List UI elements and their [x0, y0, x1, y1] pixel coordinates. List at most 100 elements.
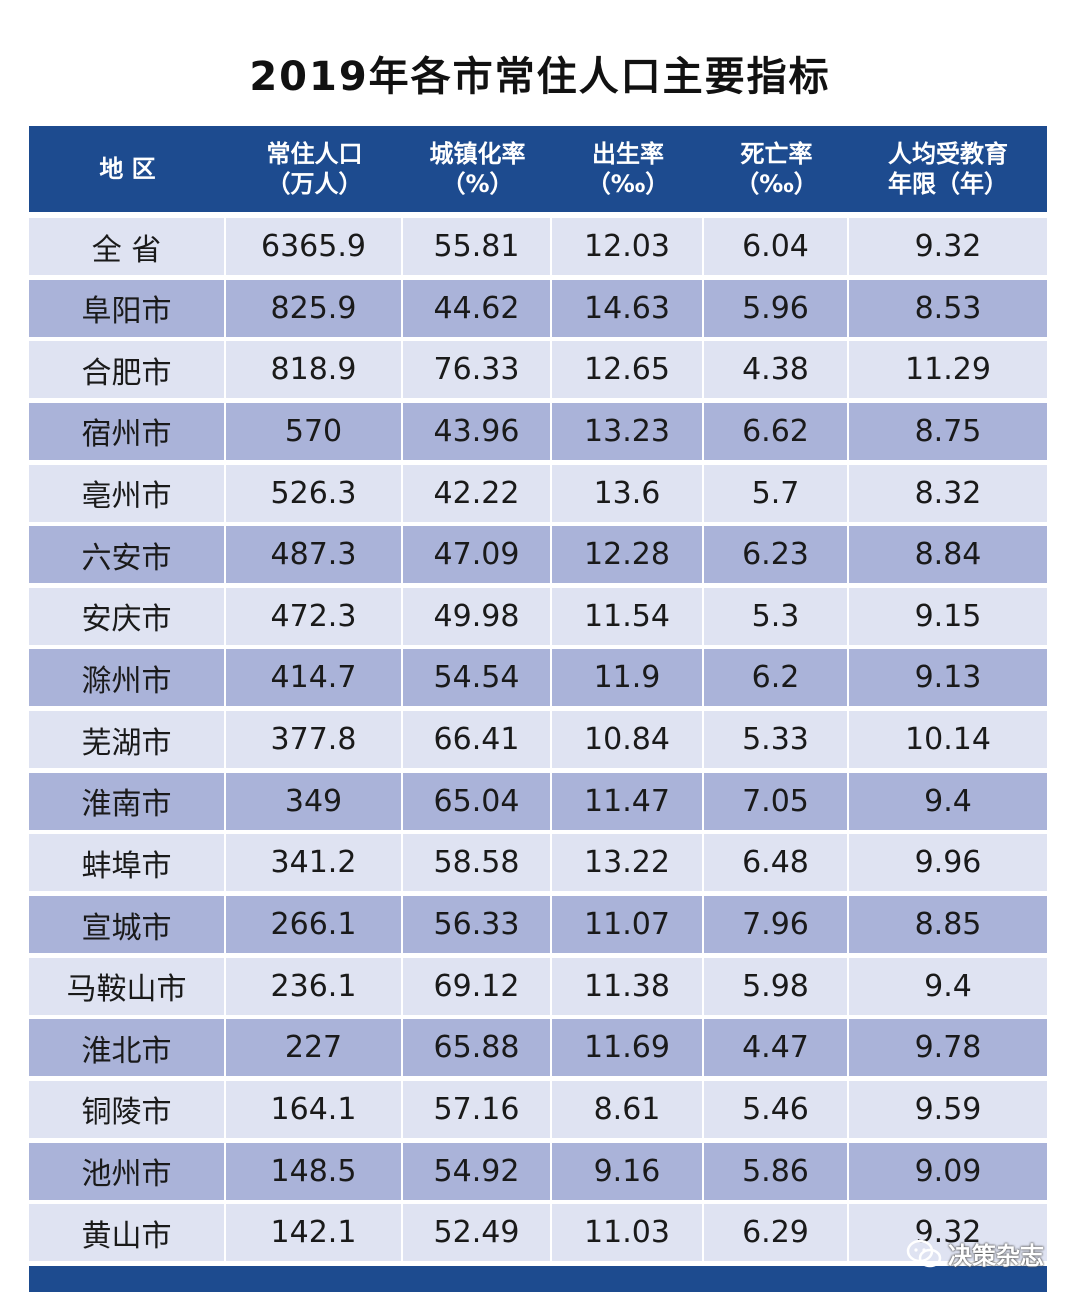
cell-region: 六安市: [29, 526, 226, 584]
cell-urbanization-rate: 52.49: [403, 1204, 552, 1262]
cell-region: 芜湖市: [29, 711, 226, 769]
page-title: 2019年各市常住人口主要指标: [249, 54, 831, 100]
cell-death-rate: 5.98: [704, 957, 849, 1015]
cell-region: 合肥市: [29, 341, 226, 399]
cell-urbanization-rate: 76.33: [403, 341, 552, 399]
cell-urbanization-rate: 55.81: [403, 218, 552, 275]
cell-birth-rate: 11.69: [552, 1019, 704, 1077]
cell-birth-rate: 10.84: [552, 711, 704, 769]
cell-population: 349: [226, 772, 403, 830]
cell-population: 142.1: [226, 1204, 403, 1262]
watermark: 决策杂志: [906, 1236, 1044, 1271]
wechat-icon: [906, 1239, 942, 1267]
cell-birth-rate: 14.63: [552, 279, 704, 337]
cell-population: 236.1: [226, 957, 403, 1015]
table-row: 蚌埠市 341.2 58.58 13.22 6.48 9.96: [29, 834, 1047, 892]
cell-birth-rate: 9.16: [552, 1142, 704, 1200]
cell-urbanization-rate: 58.58: [403, 834, 552, 892]
cell-education-years: 8.75: [914, 413, 982, 449]
cell-birth-rate: 12.03: [552, 218, 704, 275]
cell-education-years: 9.4: [924, 968, 972, 1004]
cell-death-rate: 7.96: [704, 896, 849, 954]
table-header: 地 区 常住人口 （万人） 城镇化率 （%） 出生率 （‰） 死亡率 （‰） 人…: [29, 126, 1047, 212]
table-row: 阜阳市 825.9 44.62 14.63 5.96 8.53: [29, 279, 1047, 337]
cell-population: 341.2: [226, 834, 403, 892]
cell-death-rate: 6.04: [704, 218, 849, 275]
cell-education-years: 9.59: [914, 1091, 982, 1127]
cell-death-rate: 6.62: [704, 402, 849, 460]
cell-population: 526.3: [226, 464, 403, 522]
table-row: 滁州市 414.7 54.54 11.9 6.2 9.13: [29, 649, 1047, 707]
cell-death-rate: 5.33: [704, 711, 849, 769]
cell-urbanization-rate: 54.54: [403, 649, 552, 707]
cell-education-years: 9.4: [924, 783, 972, 819]
cell-region: 亳州市: [29, 464, 226, 522]
cell-education-years: 9.32: [914, 229, 982, 264]
cell-birth-rate: 11.54: [552, 587, 704, 645]
cell-population: 377.8: [226, 711, 403, 769]
table-row: 池州市 148.5 54.92 9.16 5.86 9.09: [29, 1142, 1047, 1200]
cell-region: 铜陵市: [29, 1080, 226, 1138]
cell-urbanization-rate: 69.12: [403, 957, 552, 1015]
table-row: 六安市 487.3 47.09 12.28 6.23 8.84: [29, 526, 1047, 584]
cell-education-years: 9.32: [914, 1215, 982, 1251]
cell-death-rate: 5.7: [704, 464, 849, 522]
table-row: 全 省 6365.9 55.81 12.03 6.04 9.32: [29, 218, 1047, 275]
table-row: 淮北市 227 65.88 11.69 4.47 9.78: [29, 1019, 1047, 1077]
population-table: 地 区 常住人口 （万人） 城镇化率 （%） 出生率 （‰） 死亡率 （‰） 人…: [29, 126, 1047, 1266]
header-region: 地 区: [99, 155, 156, 183]
cell-education-years: 8.84: [914, 537, 982, 573]
cell-birth-rate: 13.22: [552, 834, 704, 892]
header-birth-rate: 出生率 （‰）: [586, 140, 670, 198]
cell-death-rate: 5.86: [704, 1142, 849, 1200]
cell-region: 淮南市: [29, 772, 226, 830]
cell-region: 阜阳市: [29, 279, 226, 337]
cell-birth-rate: 12.65: [552, 341, 704, 399]
cell-birth-rate: 13.6: [552, 464, 704, 522]
cell-region: 池州市: [29, 1142, 226, 1200]
cell-death-rate: 6.29: [704, 1204, 849, 1262]
cell-education-years: 9.13: [914, 660, 982, 696]
cell-death-rate: 6.48: [704, 834, 849, 892]
cell-population: 818.9: [226, 341, 403, 399]
cell-birth-rate: 8.61: [552, 1080, 704, 1138]
cell-death-rate: 7.05: [704, 772, 849, 830]
cell-death-rate: 6.23: [704, 526, 849, 584]
cell-population: 227: [226, 1019, 403, 1077]
cell-region: 淮北市: [29, 1019, 226, 1077]
header-urbanization: 城镇化率 （%）: [429, 140, 526, 198]
table-row: 合肥市 818.9 76.33 12.65 4.38 11.29: [29, 341, 1047, 399]
cell-population: 148.5: [226, 1142, 403, 1200]
cell-population: 472.3: [226, 587, 403, 645]
cell-region: 全 省: [29, 218, 226, 275]
table-row: 铜陵市 164.1 57.16 8.61 5.46 9.59: [29, 1080, 1047, 1138]
cell-birth-rate: 11.9: [552, 649, 704, 707]
cell-death-rate: 5.96: [704, 279, 849, 337]
cell-urbanization-rate: 65.88: [403, 1019, 552, 1077]
cell-urbanization-rate: 54.92: [403, 1142, 552, 1200]
cell-death-rate: 6.2: [704, 649, 849, 707]
table-row: 宿州市 570 43.96 13.23 6.62 8.75: [29, 402, 1047, 460]
cell-region: 宿州市: [29, 402, 226, 460]
footer-bar: [29, 1266, 1047, 1292]
cell-urbanization-rate: 66.41: [403, 711, 552, 769]
table-row: 淮南市 349 65.04 11.47 7.05 9.4: [29, 772, 1047, 830]
cell-education-years: 9.96: [914, 845, 982, 881]
cell-death-rate: 4.47: [704, 1019, 849, 1077]
table-row: 亳州市 526.3 42.22 13.6 5.7 8.32: [29, 464, 1047, 522]
table-row: 安庆市 472.3 49.98 11.54 5.3 9.15: [29, 587, 1047, 645]
cell-urbanization-rate: 47.09: [403, 526, 552, 584]
header-education-years: 人均受教育 年限（年）: [888, 140, 1008, 198]
cell-birth-rate: 11.03: [552, 1204, 704, 1262]
cell-region: 蚌埠市: [29, 834, 226, 892]
cell-population: 825.9: [226, 279, 403, 337]
cell-population: 570: [226, 402, 403, 460]
cell-urbanization-rate: 56.33: [403, 896, 552, 954]
cell-education-years: 10.14: [905, 722, 991, 758]
cell-education-years: 11.29: [905, 352, 991, 388]
cell-population: 487.3: [226, 526, 403, 584]
cell-urbanization-rate: 49.98: [403, 587, 552, 645]
cell-death-rate: 5.46: [704, 1080, 849, 1138]
cell-population: 164.1: [226, 1080, 403, 1138]
cell-urbanization-rate: 42.22: [403, 464, 552, 522]
